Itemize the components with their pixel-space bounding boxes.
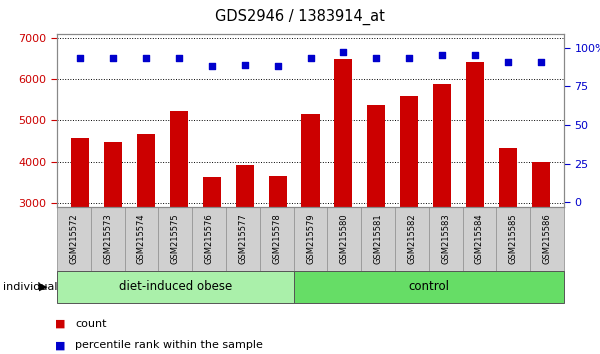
Point xyxy=(174,56,184,61)
Bar xyxy=(269,176,287,207)
Bar xyxy=(170,111,188,207)
Bar xyxy=(400,96,418,207)
Point xyxy=(404,56,414,61)
Text: GSM215585: GSM215585 xyxy=(509,213,518,264)
Bar xyxy=(367,105,385,207)
Bar xyxy=(71,138,89,207)
Text: GSM215577: GSM215577 xyxy=(238,213,247,264)
Text: GSM215573: GSM215573 xyxy=(103,213,112,264)
Text: GSM215578: GSM215578 xyxy=(272,213,281,264)
Point xyxy=(306,56,316,61)
Text: GSM215572: GSM215572 xyxy=(70,213,79,264)
Text: GSM215576: GSM215576 xyxy=(205,213,214,264)
Point xyxy=(371,56,381,61)
Text: count: count xyxy=(75,319,107,329)
Text: GSM215584: GSM215584 xyxy=(475,213,484,264)
Text: GSM215580: GSM215580 xyxy=(340,213,349,264)
Point xyxy=(240,62,250,68)
Bar xyxy=(301,114,320,207)
Text: ■: ■ xyxy=(55,340,65,350)
Text: GSM215579: GSM215579 xyxy=(306,213,315,264)
Bar xyxy=(433,84,451,207)
Text: GSM215574: GSM215574 xyxy=(137,213,146,264)
Point xyxy=(536,59,546,64)
Text: GSM215583: GSM215583 xyxy=(441,213,450,264)
Text: individual: individual xyxy=(3,282,58,292)
Point xyxy=(437,52,447,58)
Bar xyxy=(104,142,122,207)
Bar xyxy=(203,177,221,207)
Bar xyxy=(499,148,517,207)
Point xyxy=(207,63,217,69)
Point xyxy=(503,59,513,64)
Bar xyxy=(532,162,550,207)
Text: GDS2946 / 1383914_at: GDS2946 / 1383914_at xyxy=(215,9,385,25)
Point xyxy=(273,63,283,69)
Point xyxy=(75,56,85,61)
Text: percentile rank within the sample: percentile rank within the sample xyxy=(75,340,263,350)
Text: control: control xyxy=(408,280,449,293)
Text: GSM215581: GSM215581 xyxy=(374,213,383,264)
Bar xyxy=(236,165,254,207)
Bar xyxy=(137,134,155,207)
Point xyxy=(338,49,348,55)
Point xyxy=(141,56,151,61)
Point xyxy=(470,52,480,58)
Text: ■: ■ xyxy=(55,319,65,329)
Point xyxy=(108,56,118,61)
Text: GSM215575: GSM215575 xyxy=(171,213,180,264)
Text: GSM215582: GSM215582 xyxy=(407,213,416,264)
Bar xyxy=(334,59,352,207)
Bar xyxy=(466,62,484,207)
Text: diet-induced obese: diet-induced obese xyxy=(119,280,232,293)
Text: GSM215586: GSM215586 xyxy=(542,213,551,264)
Text: ▶: ▶ xyxy=(39,282,47,292)
